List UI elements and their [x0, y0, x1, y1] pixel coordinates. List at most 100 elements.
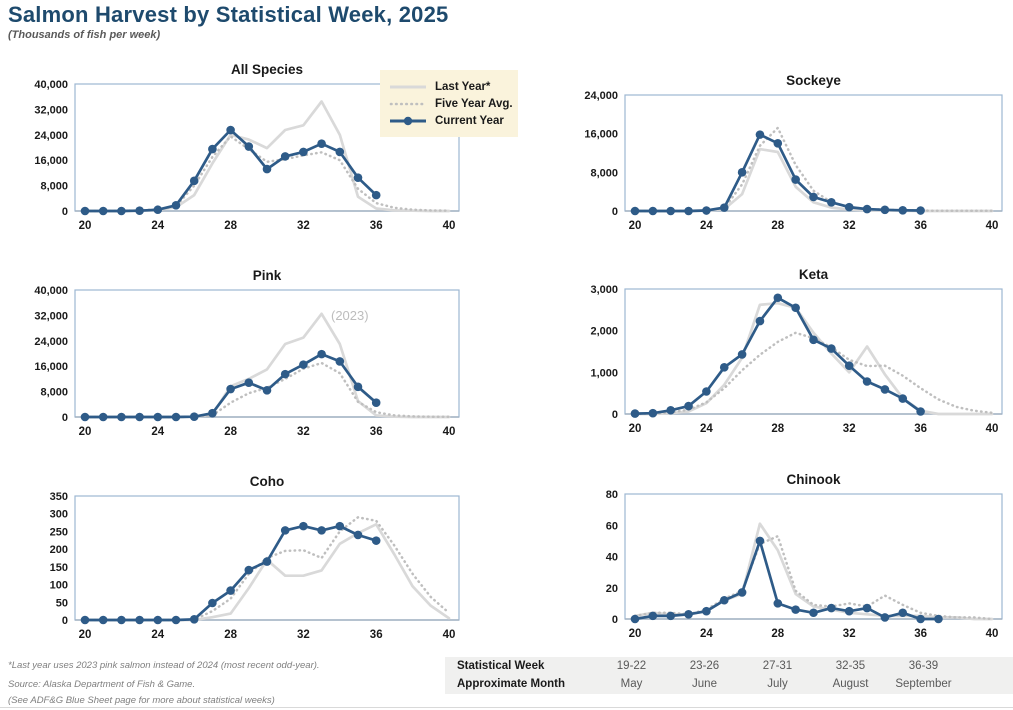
- svg-text:200: 200: [50, 544, 68, 556]
- table-row-label-week: Statistical Week: [457, 660, 545, 672]
- svg-text:20: 20: [629, 628, 642, 640]
- chart-title-all-species: All Species: [230, 62, 304, 77]
- svg-text:16,000: 16,000: [584, 129, 618, 141]
- svg-text:40: 40: [986, 423, 999, 435]
- legend-label: Last Year*: [435, 80, 491, 93]
- svg-text:36: 36: [914, 220, 927, 232]
- chart-title-sockeye: Sockeye: [786, 73, 841, 88]
- legend-label: Five Year Avg.: [435, 97, 513, 110]
- table-cell-weeks: 27-31: [762, 660, 793, 672]
- table-cell-month: May: [620, 678, 643, 690]
- svg-text:0: 0: [62, 615, 68, 627]
- svg-text:1,000: 1,000: [590, 367, 618, 379]
- svg-text:250: 250: [50, 526, 68, 538]
- svg-text:80: 80: [606, 489, 618, 501]
- svg-text:40: 40: [443, 426, 456, 438]
- svg-text:40,000: 40,000: [34, 285, 68, 297]
- svg-text:24,000: 24,000: [34, 130, 68, 142]
- chart-coho: 0 50 100 150 200 250 300 350 20 24 28 32 36 40: [50, 491, 460, 641]
- svg-text:24: 24: [700, 220, 713, 232]
- svg-text:24: 24: [151, 629, 164, 641]
- svg-text:32: 32: [843, 628, 856, 640]
- svg-text:40,000: 40,000: [34, 79, 68, 91]
- svg-text:40: 40: [606, 552, 618, 564]
- svg-text:20: 20: [79, 629, 92, 641]
- svg-text:28: 28: [224, 426, 237, 438]
- svg-text:28: 28: [771, 220, 784, 232]
- svg-text:40: 40: [986, 628, 999, 640]
- svg-text:32,000: 32,000: [34, 104, 68, 116]
- svg-text:0: 0: [62, 206, 68, 218]
- svg-text:0: 0: [612, 409, 618, 421]
- svg-text:16,000: 16,000: [34, 361, 68, 373]
- svg-text:20: 20: [79, 426, 92, 438]
- chart-title-chinook: Chinook: [786, 472, 841, 487]
- svg-text:2,000: 2,000: [590, 326, 618, 338]
- chart-title-keta: Keta: [798, 267, 829, 282]
- pink-last-year-annotation: (2023): [331, 308, 369, 323]
- svg-text:8,000: 8,000: [40, 387, 68, 399]
- bottom-divider: [0, 707, 1013, 708]
- chart-chinook: 0 20 40 60 80 20 24 28 32 36 40: [606, 489, 1003, 640]
- svg-text:28: 28: [224, 220, 237, 232]
- table-cell-month: July: [767, 678, 788, 690]
- chart-pink: 0 8,000 16,000 24,000 32,000 40,000 20 24 28 32 36…: [34, 285, 460, 438]
- legend: Last Year* Five Year Avg. Current Year: [380, 70, 518, 137]
- svg-text:16,000: 16,000: [34, 155, 68, 167]
- svg-text:8,000: 8,000: [40, 181, 68, 193]
- svg-text:8,000: 8,000: [590, 167, 618, 179]
- svg-text:50: 50: [56, 597, 68, 609]
- svg-text:32,000: 32,000: [34, 310, 68, 322]
- svg-text:40: 40: [443, 629, 456, 641]
- svg-text:0: 0: [612, 206, 618, 218]
- week-month-table: Statistical Week 19-22 23-26 27-31 32-35…: [445, 657, 1013, 694]
- legend-item-last-year: Last Year*: [389, 81, 514, 93]
- svg-text:32: 32: [843, 423, 856, 435]
- table-cell-weeks: 23-26: [689, 660, 720, 672]
- svg-text:20: 20: [606, 583, 618, 595]
- svg-text:24: 24: [151, 426, 164, 438]
- svg-text:24: 24: [700, 423, 713, 435]
- five-year-avg-dotted-line-icon: [389, 102, 427, 105]
- svg-text:28: 28: [224, 629, 237, 641]
- page-subtitle: (Thousands of fish per week): [8, 29, 161, 41]
- legend-item-current-year: Current Year: [389, 115, 514, 127]
- chart-keta: 0 1,000 2,000 3,000 20 24 28 32 36 40: [590, 284, 1003, 435]
- svg-text:36: 36: [914, 628, 927, 640]
- svg-text:0: 0: [612, 614, 618, 626]
- svg-text:24: 24: [700, 628, 713, 640]
- current-year-line-marker-icon: [390, 116, 426, 125]
- chart-title-pink: Pink: [252, 268, 282, 283]
- svg-text:24,000: 24,000: [584, 90, 618, 102]
- footnote-bluesheet: (See ADF&G Blue Sheet page for more abou…: [8, 695, 275, 706]
- table-cell-weeks: 32-35: [835, 660, 866, 672]
- svg-text:36: 36: [370, 426, 383, 438]
- table-cell-weeks: 36-39: [908, 660, 939, 672]
- table-cell-month: September: [895, 678, 952, 690]
- svg-text:350: 350: [50, 491, 68, 503]
- chart-sockeye: 0 8,000 16,000 24,000 20 24 28 32 36 40: [584, 90, 1003, 232]
- svg-text:36: 36: [914, 423, 927, 435]
- table-cell-month: June: [692, 678, 717, 690]
- svg-text:0: 0: [62, 412, 68, 424]
- svg-text:300: 300: [50, 509, 68, 521]
- table-row-label-month: Approximate Month: [457, 678, 565, 690]
- svg-text:20: 20: [79, 220, 92, 232]
- svg-text:36: 36: [370, 220, 383, 232]
- svg-text:3,000: 3,000: [590, 284, 618, 296]
- svg-text:32: 32: [297, 629, 310, 641]
- chart-all-species: 0 8,000 16,000 24,000 32,000 40,000 20 24 28 32 36…: [34, 79, 460, 232]
- svg-text:32: 32: [297, 426, 310, 438]
- table-cell-month: August: [832, 678, 869, 690]
- legend-label: Current Year: [435, 114, 504, 127]
- svg-text:40: 40: [986, 220, 999, 232]
- svg-text:36: 36: [370, 629, 383, 641]
- footnote-odd-year: *Last year uses 2023 pink salmon instead…: [8, 660, 320, 671]
- svg-text:28: 28: [771, 628, 784, 640]
- last-year-line-icon: [390, 85, 426, 88]
- svg-text:100: 100: [50, 580, 68, 592]
- svg-text:24: 24: [151, 220, 164, 232]
- chart-title-coho: Coho: [249, 474, 285, 489]
- svg-text:32: 32: [843, 220, 856, 232]
